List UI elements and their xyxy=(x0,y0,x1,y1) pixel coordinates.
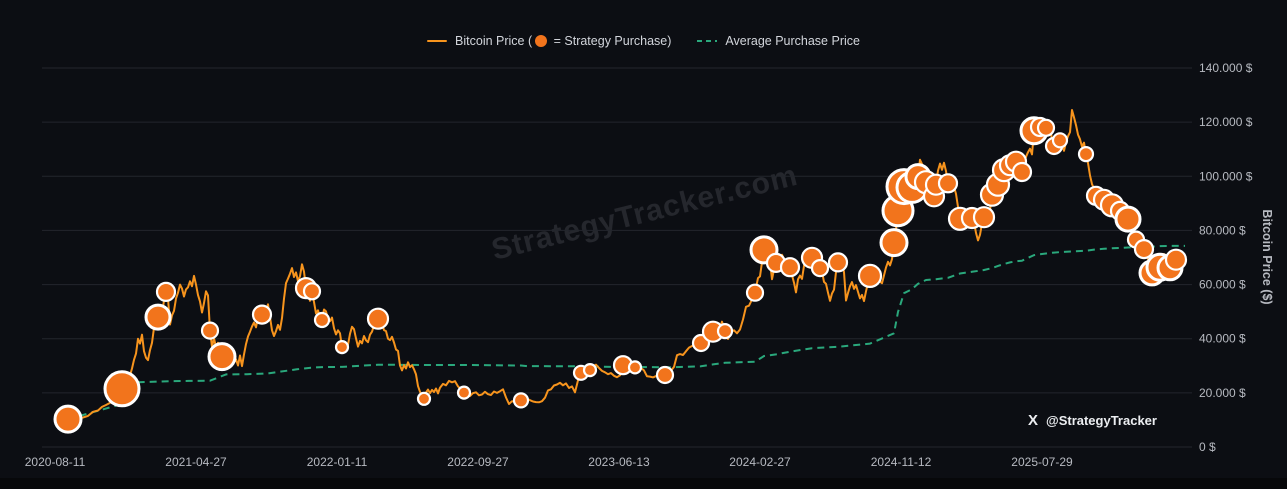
strategy-purchase-marker[interactable] xyxy=(745,283,765,302)
attribution-handle: @StrategyTracker xyxy=(1046,413,1157,428)
strategy-purchase-dot-icon xyxy=(535,35,548,47)
strategy-purchase-marker[interactable] xyxy=(103,370,141,408)
legend-item-bitcoin-price[interactable]: Bitcoin Price ( = Strategy Purchase) xyxy=(427,34,671,48)
y-tick-label: 80.000 $ xyxy=(1199,223,1246,237)
strategy-purchase-marker[interactable] xyxy=(655,365,675,385)
strategy-purchase-marker[interactable] xyxy=(716,323,734,340)
strategy-purchase-marker[interactable] xyxy=(1036,118,1056,137)
strategy-purchase-marker[interactable] xyxy=(251,304,273,325)
strategy-purchase-marker[interactable] xyxy=(313,311,331,329)
strategy-purchase-marker[interactable] xyxy=(937,173,959,194)
x-tick-label: 2021-04-27 xyxy=(165,455,227,469)
strategy-purchase-marker[interactable] xyxy=(857,263,883,288)
x-tick-label: 2024-11-12 xyxy=(871,455,932,469)
strategy-purchase-marker[interactable] xyxy=(582,363,598,378)
x-tick-label: 2024-02-27 xyxy=(729,455,791,469)
bottom-bar xyxy=(0,478,1287,489)
legend: Bitcoin Price ( = Strategy Purchase) Ave… xyxy=(0,34,1287,48)
strategy-purchase-marker[interactable] xyxy=(879,228,909,258)
strategy-purchase-marker[interactable] xyxy=(53,404,83,434)
x-logo-icon: X xyxy=(1028,412,1039,429)
strategy-purchase-marker[interactable] xyxy=(155,281,177,302)
strategy-purchase-marker[interactable] xyxy=(1164,248,1188,271)
x-tick-label: 2022-09-27 xyxy=(447,455,509,469)
strategy-purchase-marker[interactable] xyxy=(416,391,432,406)
legend-item-average-purchase-price[interactable]: Average Purchase Price xyxy=(697,34,860,48)
average-purchase-price-line xyxy=(67,244,1185,419)
x-tick-label: 2020-08-11 xyxy=(25,455,86,469)
strategy-purchase-marker[interactable] xyxy=(1133,239,1155,260)
legend-bitcoin-label-prefix: Bitcoin Price ( xyxy=(455,34,533,48)
y-axis-title: Bitcoin Price ($) xyxy=(1260,209,1274,304)
strategy-purchase-marker[interactable] xyxy=(1011,161,1033,183)
y-tick-label: 100.000 $ xyxy=(1199,169,1253,183)
strategy-purchase-marker[interactable] xyxy=(144,303,172,331)
y-tick-label: 140.000 $ xyxy=(1199,61,1253,75)
strategy-purchase-marker[interactable] xyxy=(810,259,830,278)
legend-bitcoin-label-suffix: = Strategy Purchase) xyxy=(550,34,672,48)
y-tick-label: 0 $ xyxy=(1199,440,1216,454)
y-tick-label: 40.000 $ xyxy=(1199,332,1246,346)
strategy-purchase-marker[interactable] xyxy=(627,360,643,375)
strategy-purchase-marker[interactable] xyxy=(334,340,350,355)
x-tick-label: 2025-07-29 xyxy=(1011,455,1073,469)
strategy-purchase-marker[interactable] xyxy=(200,321,220,340)
strategy-purchase-marker[interactable] xyxy=(779,257,801,278)
strategy-purchase-marker[interactable] xyxy=(1114,205,1142,233)
strategy-purchase-marker[interactable] xyxy=(1077,146,1095,163)
x-tick-label: 2022-01-11 xyxy=(307,455,368,469)
attribution[interactable]: X @StrategyTracker xyxy=(1028,413,1157,428)
average-price-dash-swatch-icon xyxy=(697,39,718,43)
strategy-purchase-marker[interactable] xyxy=(456,385,472,400)
y-tick-label: 120.000 $ xyxy=(1199,115,1253,129)
strategy-purchase-marker[interactable] xyxy=(827,252,849,273)
y-tick-label: 60.000 $ xyxy=(1199,278,1246,292)
strategy-purchase-marker[interactable] xyxy=(207,342,237,372)
strategy-purchase-marker[interactable] xyxy=(512,392,530,409)
strategy-purchase-marker[interactable] xyxy=(302,282,322,301)
y-tick-label: 20.000 $ xyxy=(1199,386,1246,400)
x-tick-label: 2023-06-13 xyxy=(588,455,650,469)
strategy-purchase-marker[interactable] xyxy=(366,307,390,330)
strategy-purchase-marker[interactable] xyxy=(972,206,996,229)
legend-average-label: Average Purchase Price xyxy=(725,34,860,48)
strategy-purchase-marker[interactable] xyxy=(1051,132,1069,149)
bitcoin-price-line-swatch-icon xyxy=(427,39,448,43)
